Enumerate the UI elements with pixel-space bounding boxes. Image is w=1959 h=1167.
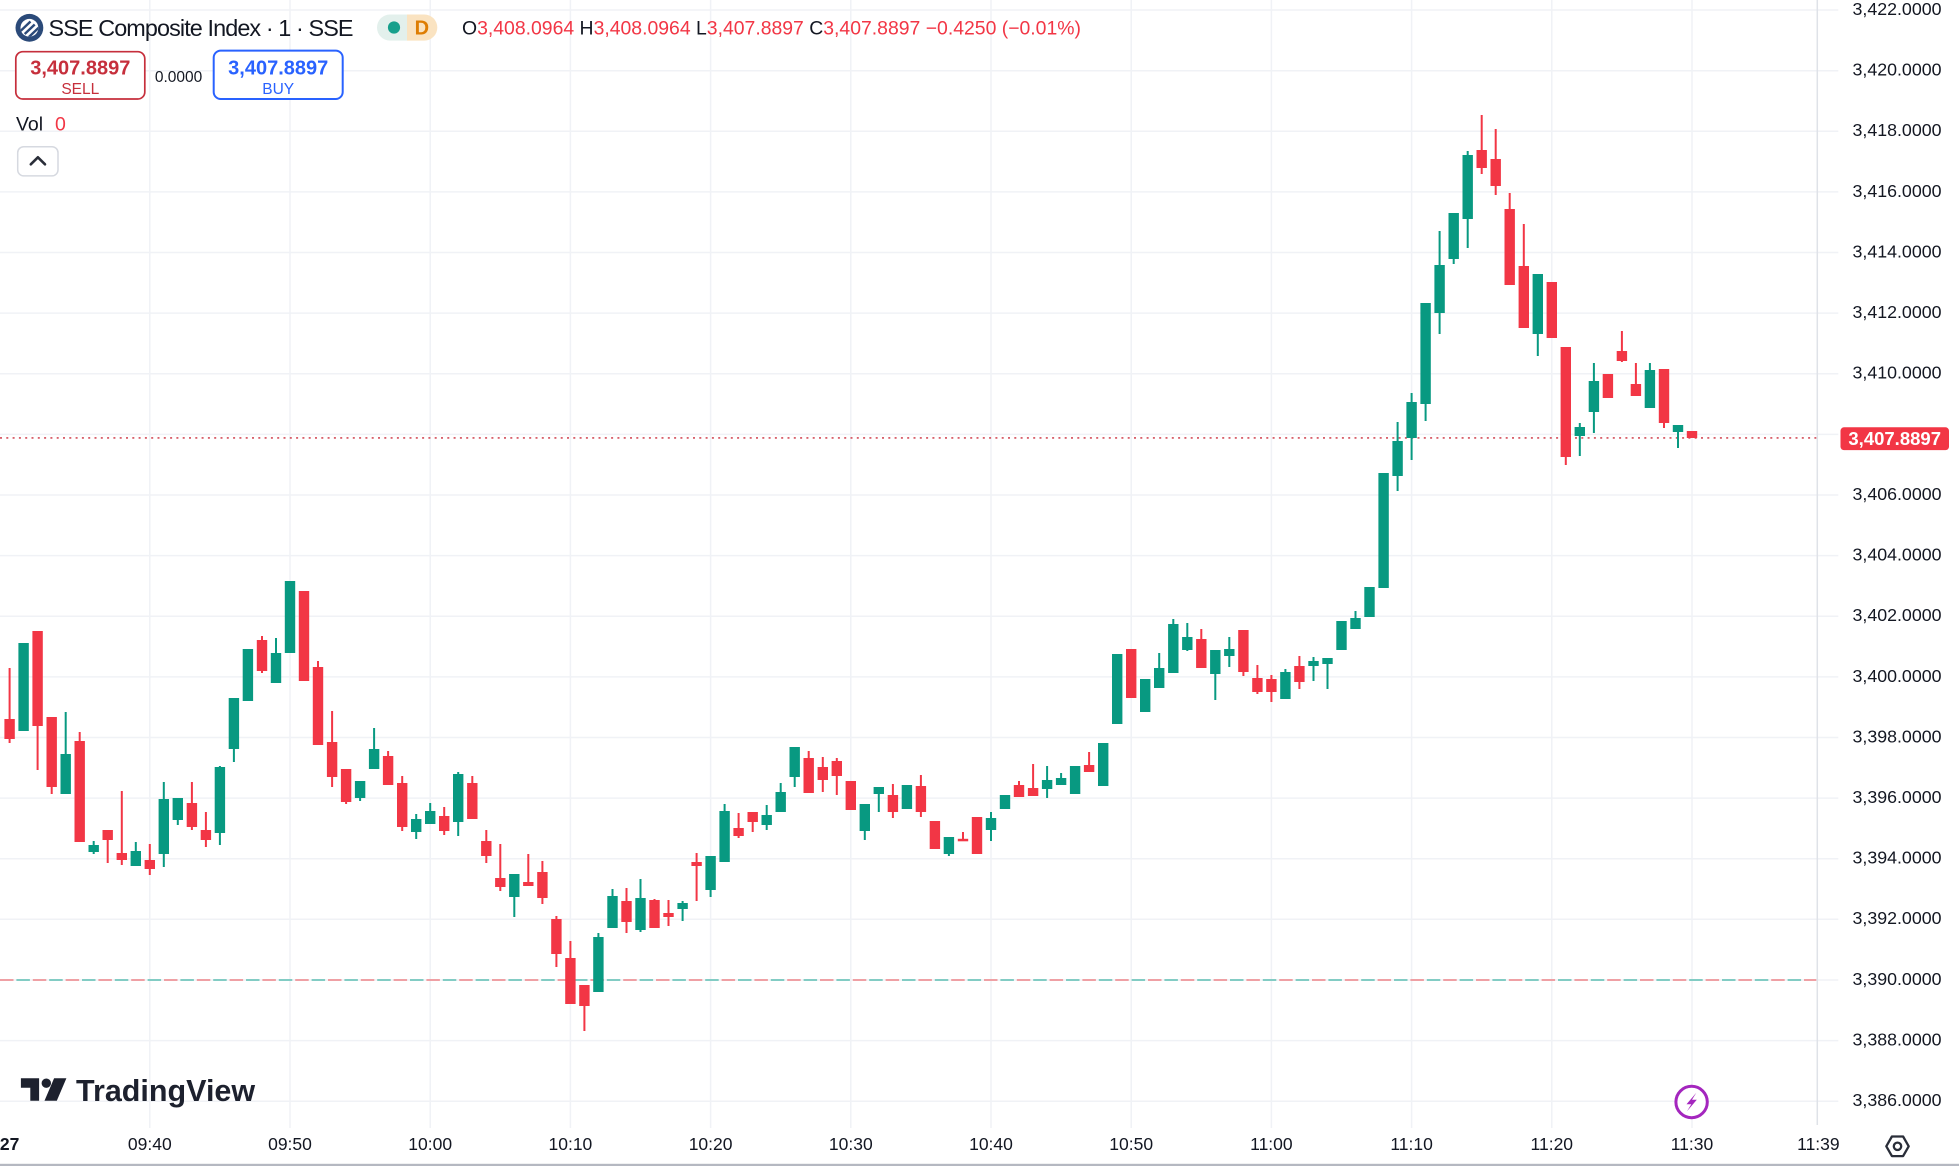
svg-text:10:00: 10:00 <box>408 1134 452 1154</box>
svg-text:3,420.0000: 3,420.0000 <box>1853 60 1942 80</box>
svg-text:10:40: 10:40 <box>969 1134 1013 1154</box>
svg-text:3,392.0000: 3,392.0000 <box>1853 908 1942 928</box>
svg-text:O3,408.0964 H3,408.0964 L3,407: O3,408.0964 H3,408.0964 L3,407.8897 C3,4… <box>462 18 1081 40</box>
svg-text:09:40: 09:40 <box>128 1134 172 1154</box>
svg-text:10:50: 10:50 <box>1109 1134 1153 1154</box>
svg-text:3,390.0000: 3,390.0000 <box>1853 969 1942 989</box>
svg-text:11:10: 11:10 <box>1390 1134 1433 1154</box>
svg-text:3,398.0000: 3,398.0000 <box>1853 726 1942 746</box>
svg-text:3,412.0000: 3,412.0000 <box>1853 302 1942 322</box>
svg-text:3,410.0000: 3,410.0000 <box>1853 363 1942 383</box>
svg-text:10:20: 10:20 <box>689 1134 733 1154</box>
svg-text:0: 0 <box>55 114 66 136</box>
svg-text:10:10: 10:10 <box>549 1134 593 1154</box>
svg-text:D: D <box>415 18 429 40</box>
svg-text:3,404.0000: 3,404.0000 <box>1853 545 1942 565</box>
svg-text:3,407.8897: 3,407.8897 <box>30 57 130 79</box>
svg-text:3,402.0000: 3,402.0000 <box>1853 605 1942 625</box>
svg-text:Vol: Vol <box>16 114 43 136</box>
svg-text:3,394.0000: 3,394.0000 <box>1853 848 1942 868</box>
svg-text:3,418.0000: 3,418.0000 <box>1853 120 1942 140</box>
svg-text:3,386.0000: 3,386.0000 <box>1853 1090 1942 1110</box>
svg-text:11:20: 11:20 <box>1531 1134 1574 1154</box>
svg-text:0.0000: 0.0000 <box>155 69 203 86</box>
svg-text:SELL: SELL <box>61 81 99 98</box>
svg-text:TradingView: TradingView <box>76 1074 255 1108</box>
svg-text:11:39: 11:39 <box>1797 1134 1840 1154</box>
svg-text:11:30: 11:30 <box>1671 1134 1714 1154</box>
svg-text:3,400.0000: 3,400.0000 <box>1853 666 1942 686</box>
svg-text:3,407.8897: 3,407.8897 <box>1848 428 1941 449</box>
svg-text:09:50: 09:50 <box>268 1134 312 1154</box>
svg-text:BUY: BUY <box>262 81 294 98</box>
svg-text:3,407.8897: 3,407.8897 <box>228 57 328 79</box>
svg-text:3,416.0000: 3,416.0000 <box>1853 181 1942 201</box>
svg-text:27: 27 <box>0 1134 19 1154</box>
svg-text:SSE Composite Index · 1 · SSE: SSE Composite Index · 1 · SSE <box>49 15 354 41</box>
svg-text:3,414.0000: 3,414.0000 <box>1853 241 1942 261</box>
svg-text:3,422.0000: 3,422.0000 <box>1853 0 1942 19</box>
svg-text:10:30: 10:30 <box>829 1134 873 1154</box>
svg-text:3,388.0000: 3,388.0000 <box>1853 1030 1942 1050</box>
svg-text:3,406.0000: 3,406.0000 <box>1853 484 1942 504</box>
svg-text:3,396.0000: 3,396.0000 <box>1853 787 1942 807</box>
svg-text:11:00: 11:00 <box>1250 1134 1293 1154</box>
